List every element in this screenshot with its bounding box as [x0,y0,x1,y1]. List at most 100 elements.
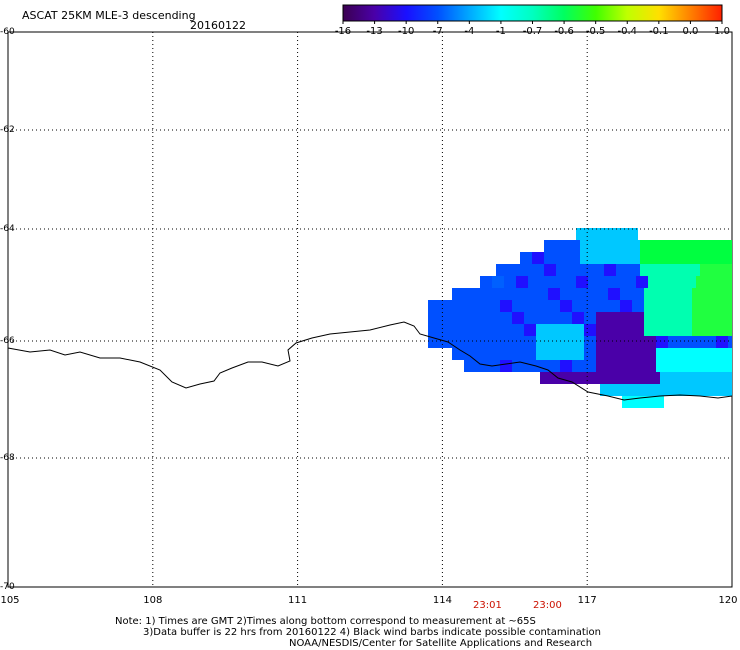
colorbar [342,4,723,24]
swath-cell [504,276,516,288]
swath-cell [464,312,476,324]
swath-cell [548,300,560,312]
swath-cell [584,300,596,312]
swath-cell [680,336,692,348]
swath-cell [512,288,524,300]
swath-cell [708,276,720,288]
product-date: 20160122 [190,19,246,32]
swath-cell [604,240,616,252]
swath-cell [620,288,632,300]
swath-cell [520,264,532,276]
swath-cell [712,252,724,264]
swath-cell [608,300,620,312]
swath-cell [548,324,560,336]
swath-cell [588,276,600,288]
swath-cell [716,288,728,300]
swath-cell [728,324,732,336]
time-label: 23:01 [473,600,502,611]
swath-cell [684,276,696,288]
swath-cell [700,240,712,252]
swath-cell [622,396,634,408]
swath-cell [632,288,644,300]
swath-cell [636,276,648,288]
swath-cell [632,300,644,312]
swath-cell [440,312,452,324]
swath-cell [692,300,704,312]
swath-cell [668,360,680,372]
swath-cell [724,252,732,264]
note-line-2: 3)Data buffer is 22 hrs from 20160122 4)… [143,627,601,638]
swath-cell [452,300,464,312]
latitude-label: -68 [0,453,15,463]
swath-cell [676,240,688,252]
swath-cell [628,252,640,264]
swath-cell [672,276,684,288]
swath-cell [716,324,728,336]
swath-cell [572,288,584,300]
swath-cell [636,372,648,384]
swath-cell [608,288,620,300]
longitude-label: 120 [718,595,738,606]
swath-cell [488,300,500,312]
swath-cell [634,396,646,408]
swath-cell [688,240,700,252]
swath-cell [660,276,672,288]
swath-cell [536,324,548,336]
swath-cell [664,264,676,276]
swath-cell [692,360,704,372]
time-label: 23:00 [533,600,562,611]
swath-cell [620,336,632,348]
swath-cell [632,324,644,336]
swath-cell [512,312,524,324]
swath-cell [704,348,716,360]
swath-cell [616,252,628,264]
swath-cell [572,324,584,336]
swath-cell [500,336,512,348]
swath-cell [528,276,540,288]
swath-cell [524,312,536,324]
swath-cell [684,384,696,396]
latitude-label: -64 [0,224,15,234]
swath-cell [440,300,452,312]
swath-cell [524,288,536,300]
swath-cell [704,324,716,336]
swath-cell [580,264,592,276]
swath-cell [728,288,732,300]
swath-cell [524,324,536,336]
swath-cell [512,300,524,312]
swath-cell [536,300,548,312]
swath-cell [452,312,464,324]
swath-cell [428,324,440,336]
swath-cell [600,384,612,396]
swath-cell [704,300,716,312]
swath-cell [584,288,596,300]
swath-cell [716,336,728,348]
swath-cell [604,264,616,276]
swath-cell [680,288,692,300]
swath-cell [536,336,548,348]
swath-cell [672,372,684,384]
swath-cell [464,336,476,348]
swath-cell [704,360,716,372]
swath-cell [716,348,728,360]
swath-cell [624,372,636,384]
map-plot [7,31,733,588]
swath-cell [640,240,652,252]
swath-cell [600,372,612,384]
swath-cell [704,288,716,300]
swath-cell [688,252,700,264]
swath-cell [560,288,572,300]
swath-cell [568,240,580,252]
swath-cell [536,312,548,324]
swath-cell [568,264,580,276]
swath-cell [544,264,556,276]
swath-cell [488,348,500,360]
swath-cell [560,336,572,348]
swath-cell [612,372,624,384]
swath-cell [520,252,532,264]
swath-cell [680,324,692,336]
swath-cell [632,360,644,372]
swath-cell [652,240,664,252]
swath-cell [628,240,640,252]
swath-cell [596,348,608,360]
